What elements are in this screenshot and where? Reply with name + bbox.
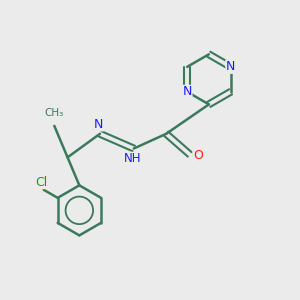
Text: O: O: [193, 149, 203, 162]
Text: CH₃: CH₃: [45, 108, 64, 118]
Text: N: N: [94, 118, 103, 131]
Text: NH: NH: [124, 152, 141, 165]
Text: Cl: Cl: [35, 176, 47, 189]
Text: N: N: [182, 85, 192, 98]
Text: N: N: [226, 60, 235, 73]
